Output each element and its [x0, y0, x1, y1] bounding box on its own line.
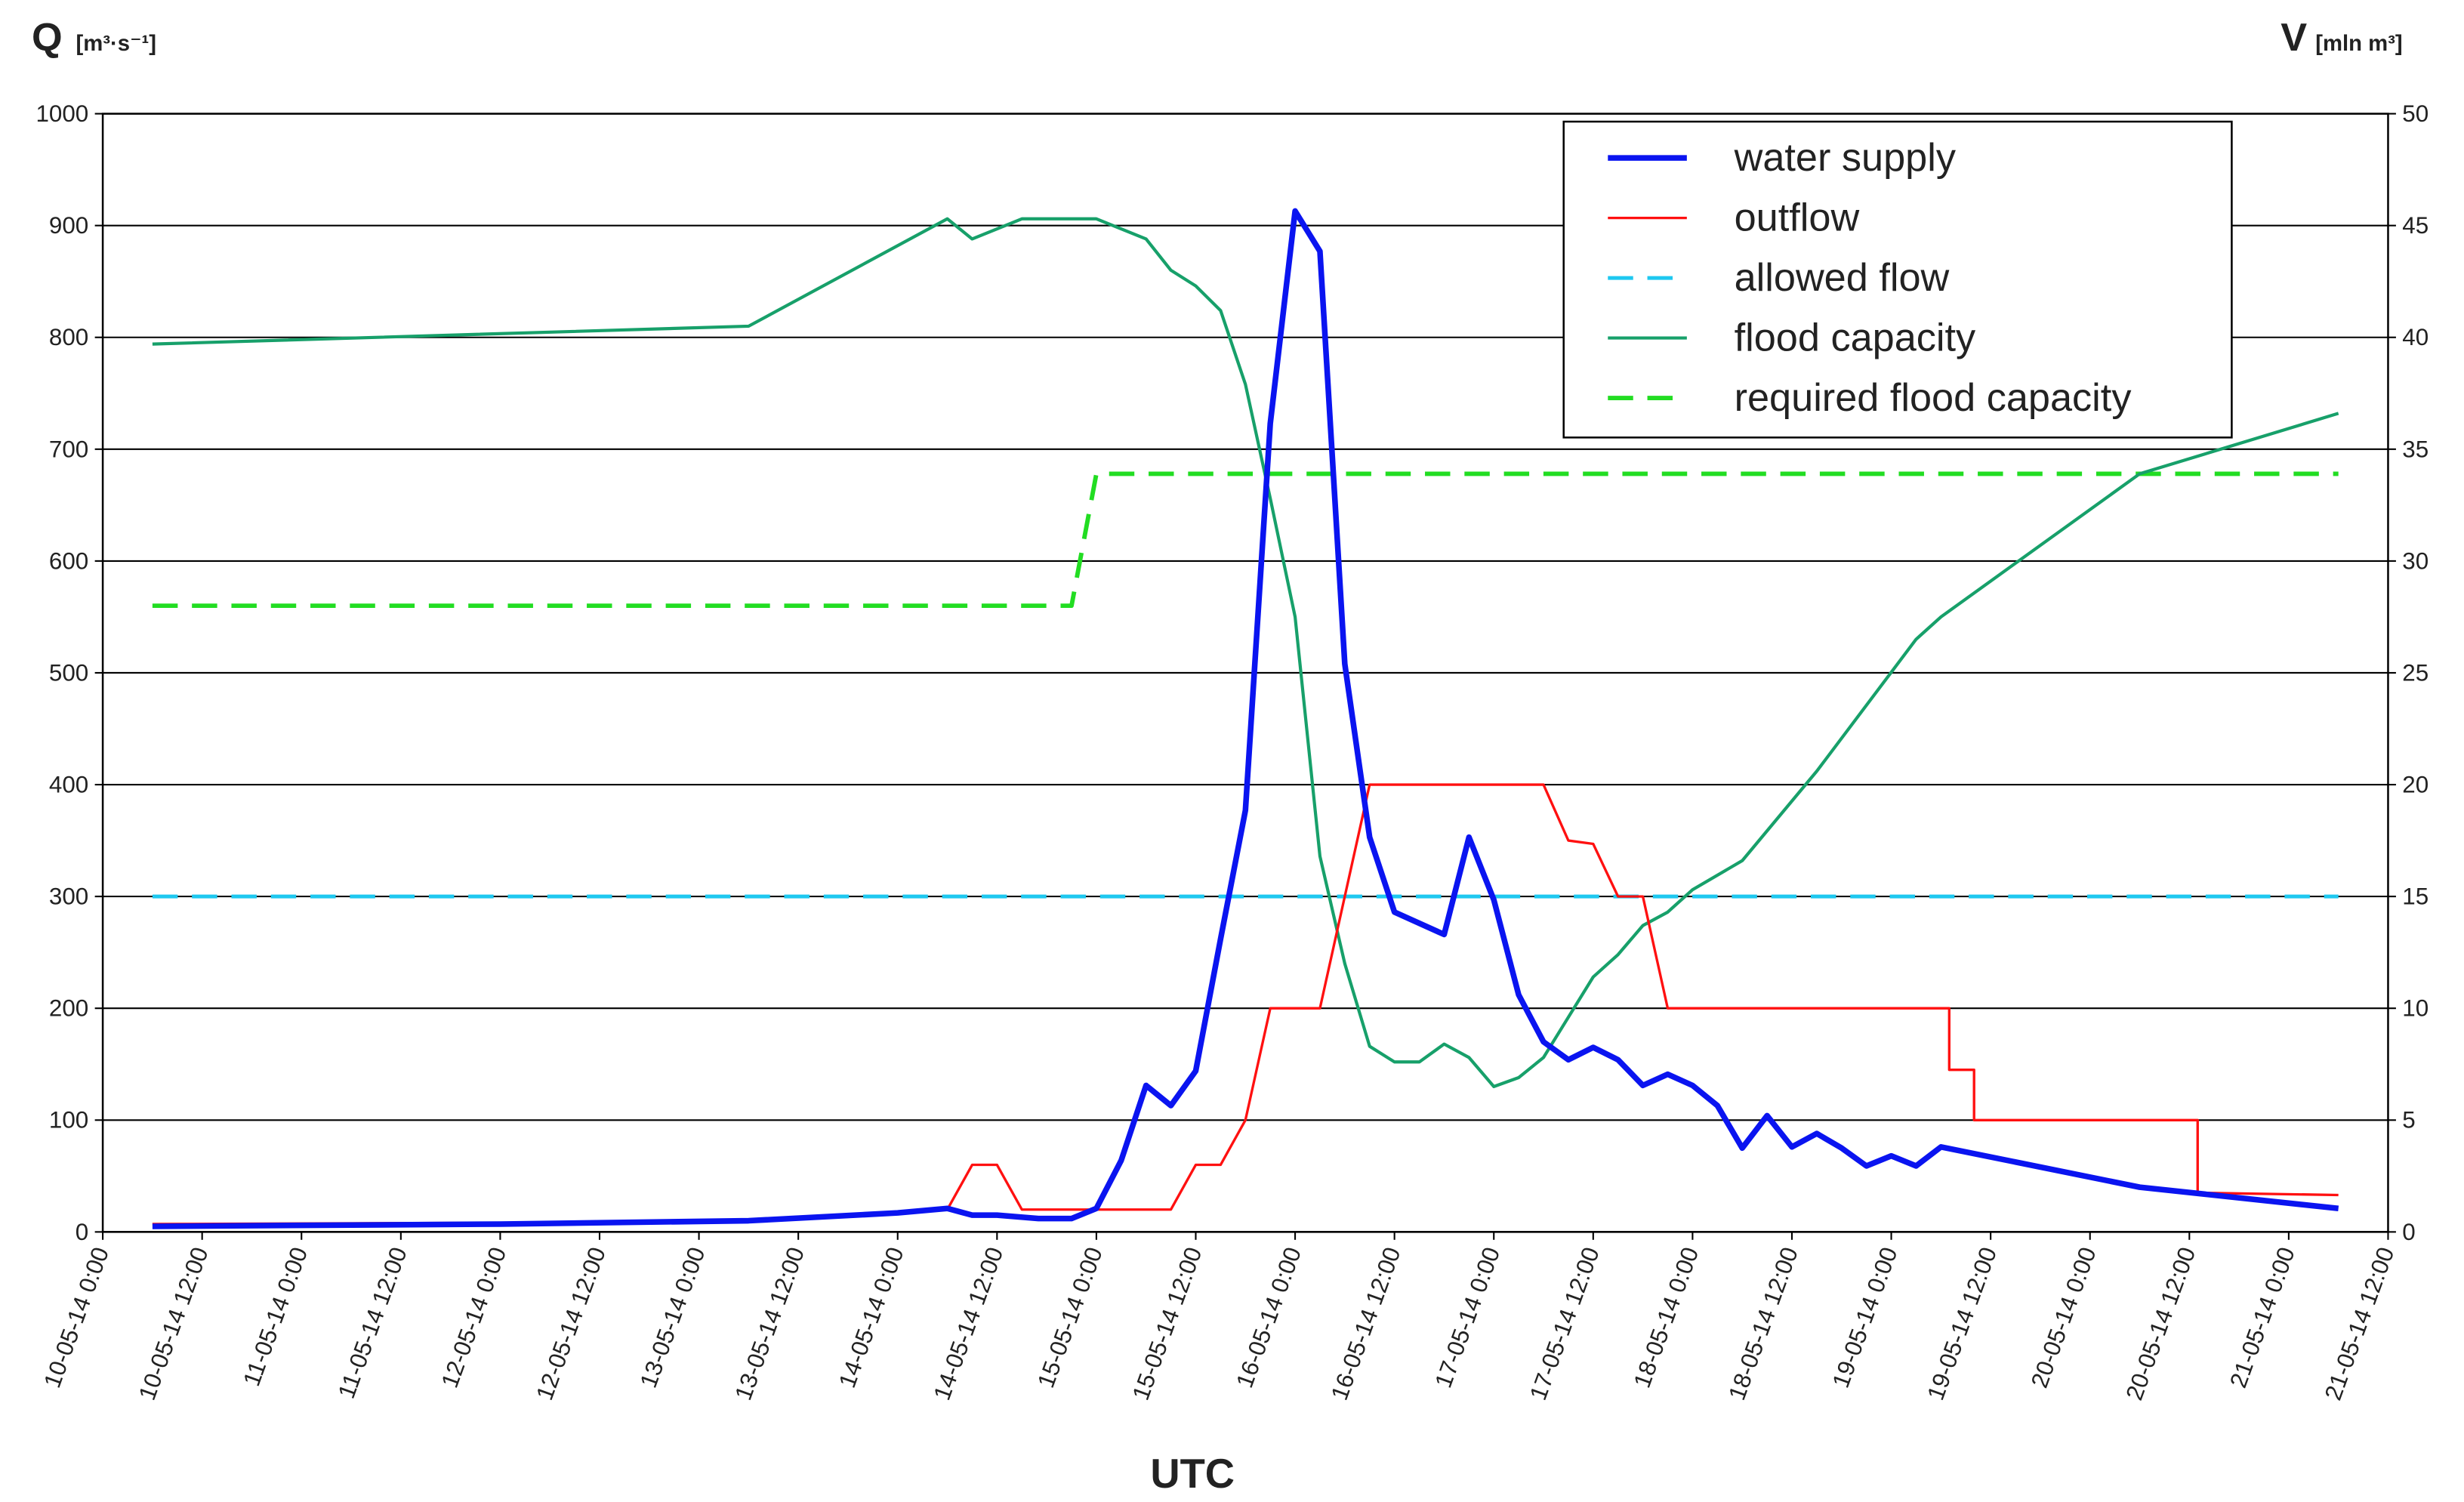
y2-tick-label: 10 — [2402, 995, 2429, 1022]
legend-label: water supply — [1734, 136, 1957, 180]
x-axis-title: UTC — [1150, 1451, 1235, 1497]
y-tick-label: 200 — [49, 995, 88, 1022]
y-tick-label: 400 — [49, 772, 88, 798]
x-tick-label: 20-05-14 12:00 — [2121, 1244, 2201, 1404]
legend-label: outflow — [1735, 196, 1860, 239]
x-tick-label: 14-05-14 0:00 — [834, 1244, 909, 1391]
x-tick-label: 12-05-14 12:00 — [531, 1244, 611, 1404]
legend-label: flood capacity — [1735, 316, 1976, 359]
x-tick-label: 20-05-14 0:00 — [2026, 1244, 2102, 1391]
legend-label: required flood capacity — [1735, 376, 2132, 420]
y-tick-label: 700 — [49, 436, 88, 462]
y-tick-label: 900 — [49, 212, 88, 239]
x-tick-label: 19-05-14 0:00 — [1827, 1244, 1903, 1391]
x-tick-label: 16-05-14 0:00 — [1231, 1244, 1306, 1391]
y-tick-label: 500 — [49, 659, 88, 686]
y-axis-unit: [m³·s⁻¹] — [76, 31, 156, 56]
y2-tick-label: 35 — [2402, 436, 2429, 462]
legend-box — [1562, 120, 2233, 439]
x-tick-label: 21-05-14 0:00 — [2225, 1244, 2300, 1391]
x-tick-label: 11-05-14 0:00 — [238, 1244, 313, 1389]
x-tick-label: 14-05-14 12:00 — [929, 1244, 1009, 1404]
y2-tick-label: 15 — [2402, 884, 2429, 910]
y-tick-label: 300 — [49, 884, 88, 910]
y2-tick-label: 0 — [2402, 1219, 2415, 1245]
y-tick-label: 100 — [49, 1107, 88, 1133]
y2-tick-label: 20 — [2402, 772, 2429, 798]
y-tick-label: 1000 — [36, 100, 89, 127]
x-tick-label: 19-05-14 12:00 — [1922, 1244, 2002, 1404]
plot-frame — [101, 113, 2389, 1233]
legend-label: allowed flow — [1735, 256, 1950, 300]
y2-tick-label: 45 — [2402, 212, 2429, 239]
x-tick-label: 15-05-14 12:00 — [1127, 1244, 1207, 1404]
y-tick-label: 600 — [49, 547, 88, 574]
x-tick-label: 11-05-14 12:00 — [333, 1244, 412, 1402]
x-tick-label: 13-05-14 12:00 — [729, 1244, 810, 1404]
y-tick-label: 0 — [76, 1219, 88, 1245]
series-line — [152, 471, 2339, 609]
x-tick-label: 10-05-14 12:00 — [134, 1244, 214, 1404]
x-tick-label: 16-05-14 12:00 — [1326, 1244, 1406, 1404]
series-line — [152, 217, 2339, 1088]
y2-tick-label: 30 — [2402, 547, 2429, 574]
y-axis-symbol: Q — [32, 16, 63, 60]
x-tick-label: 21-05-14 12:00 — [2320, 1244, 2400, 1404]
y-tick-label: 800 — [49, 324, 88, 350]
legend: water supply outflow allowed flow flood cap… — [1562, 120, 2233, 439]
x-tick-label: 15-05-14 0:00 — [1032, 1244, 1108, 1391]
y2-axis-symbol: V — [2281, 16, 2307, 60]
x-tick-label: 18-05-14 0:00 — [1629, 1244, 1704, 1391]
series-line — [152, 208, 2339, 1229]
y2-tick-label: 25 — [2402, 659, 2429, 686]
x-tick-label: 17-05-14 0:00 — [1429, 1244, 1505, 1391]
x-tick-label: 18-05-14 12:00 — [1723, 1244, 1803, 1404]
y2-axis-unit: [mln m³] — [2315, 31, 2402, 56]
series-line — [152, 783, 2339, 1226]
y2-tick-label: 50 — [2402, 100, 2429, 127]
x-tick-label: 17-05-14 12:00 — [1525, 1244, 1605, 1404]
x-tick-label: 13-05-14 0:00 — [635, 1244, 711, 1391]
x-tick-label: 12-05-14 0:00 — [436, 1244, 512, 1391]
y2-tick-label: 40 — [2402, 324, 2429, 350]
y2-tick-label: 5 — [2402, 1107, 2415, 1133]
x-tick-label: 10-05-14 0:00 — [39, 1244, 114, 1391]
